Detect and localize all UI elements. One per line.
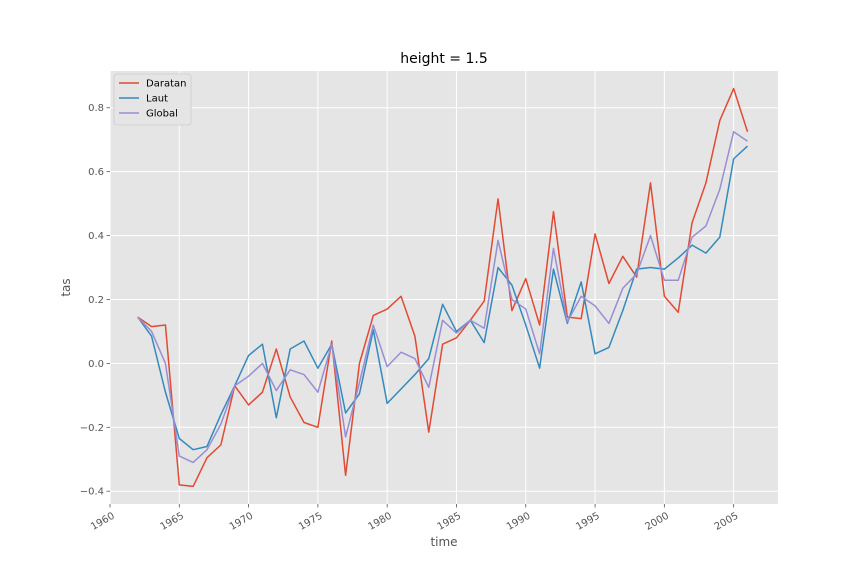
legend: Daratan Laut Global [113, 73, 192, 126]
series-line-laut [137, 145, 749, 451]
x-axis-label: time [430, 535, 457, 549]
y-tick-label: 0.8 [88, 103, 104, 114]
chart-title: height = 1.5 [400, 51, 488, 67]
series-line-daratan [137, 87, 749, 488]
y-tick-label: 0.6 [88, 167, 104, 178]
y-tick-label: 0.4 [88, 231, 104, 242]
y-tick-label: −0.4 [80, 487, 104, 498]
y-tick-label: −0.2 [80, 423, 104, 434]
plot-area [110, 71, 778, 504]
y-axis-label: tas [59, 278, 73, 296]
legend-label-global: Global [146, 109, 178, 120]
y-tick-label: 0.2 [88, 295, 104, 306]
grid [109, 71, 778, 504]
legend-label-laut: Laut [146, 94, 168, 105]
series-lines [137, 87, 749, 488]
legend-label-daratan: Daratan [146, 79, 186, 90]
y-tick-label: 0.0 [88, 359, 104, 370]
series-line-global [137, 130, 748, 464]
